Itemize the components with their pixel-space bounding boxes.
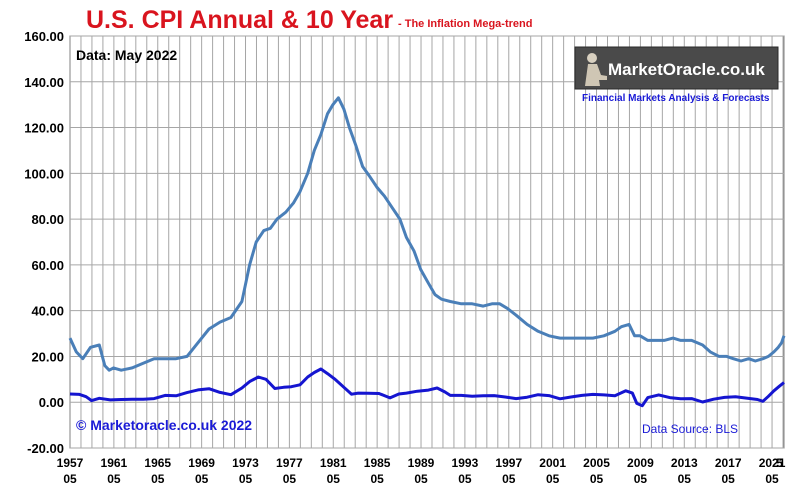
- x-axis-ticks: 1957 05 1961 05 1965 05 1969 05 1973 05 1977 05 1981…: [57, 456, 786, 486]
- x-tick-label-month: 05: [239, 472, 253, 486]
- x-tick-label-month: 05: [283, 472, 297, 486]
- y-tick-label: 60.00: [31, 258, 64, 273]
- y-tick-label: 40.00: [31, 304, 64, 319]
- x-tick-label-year: 1957: [57, 456, 84, 470]
- x-tick-label-month: 05: [327, 472, 341, 486]
- x-tick-label-year: 1969: [188, 456, 215, 470]
- y-tick-label: 140.00: [24, 75, 64, 90]
- x-tick-label-year: 1989: [408, 456, 435, 470]
- x-tick-label-month: 05: [634, 472, 648, 486]
- x-tick-label-month: 05: [765, 472, 779, 486]
- logo-tagline: Financial Markets Analysis & Forecasts: [582, 93, 770, 104]
- y-axis-ticks: 160.00 140.00 120.00 100.00 80.00 60.00 40.00 2…: [24, 29, 64, 456]
- plot-area: [69, 35, 785, 449]
- vertical-gridlines: [80, 36, 784, 448]
- y-tick-label: 160.00: [24, 29, 64, 44]
- x-tick-label-month: 05: [721, 472, 735, 486]
- copyright-notice: © Marketoracle.co.uk 2022: [76, 417, 252, 433]
- x-tick-label-month: 05: [546, 472, 560, 486]
- x-tick-label-year: 2009: [627, 456, 654, 470]
- x-tick-label-month: 05: [502, 472, 516, 486]
- x-tick-label-year: 1961: [101, 456, 128, 470]
- x-tick-label-year: 1997: [495, 456, 522, 470]
- x-tick-label-month: 05: [370, 472, 384, 486]
- x-tick-label-year: 1965: [144, 456, 171, 470]
- chart-subtitle: - The Inflation Mega-trend: [398, 18, 532, 30]
- x-tick-label-year: 1977: [276, 456, 303, 470]
- x-tick-label-year: 1993: [452, 456, 479, 470]
- x-tick-label-month: 05: [195, 472, 209, 486]
- y-tick-label: -20.00: [27, 441, 64, 456]
- series-line-ten-year: [68, 96, 786, 372]
- x-tick-label-month: 05: [63, 472, 77, 486]
- x-tick-label-year: 2017: [715, 456, 742, 470]
- logo-banner: [574, 46, 779, 90]
- data-date-note: Data: May 2022: [76, 47, 177, 63]
- x-tick-label-year: 5: [776, 456, 783, 470]
- logo-name: MarketOracle.co.uk: [608, 60, 765, 79]
- x-tick-label-month: 05: [107, 472, 121, 486]
- x-tick-label-year: 1973: [232, 456, 259, 470]
- x-tick-label-month: 05: [414, 472, 428, 486]
- logo-oracle-figure-icon: [585, 53, 607, 86]
- x-tick-label-year: 2021: [759, 456, 786, 470]
- x-tick-label-year: 2001: [539, 456, 566, 470]
- y-tick-label: 20.00: [31, 349, 64, 364]
- y-tick-label: 100.00: [24, 166, 64, 181]
- x-tick-label-month: 05: [678, 472, 692, 486]
- data-source-note: Data Source: BLS: [642, 422, 738, 436]
- x-tick-label-year: 2013: [671, 456, 698, 470]
- series-line-annual: [69, 367, 785, 408]
- x-tick-label-month: 05: [458, 472, 472, 486]
- x-tick-label-month: 05: [151, 472, 165, 486]
- x-tick-label-month: 05: [590, 472, 604, 486]
- y-tick-label: 80.00: [31, 212, 64, 227]
- y-tick-label: 0.00: [39, 395, 64, 410]
- x-tick-label-year: 2005: [583, 456, 610, 470]
- x-tick-label-year: 1981: [320, 456, 347, 470]
- x-tick-label-year: 1985: [364, 456, 391, 470]
- chart-title: U.S. CPI Annual & 10 Year: [86, 6, 393, 34]
- y-tick-label: 120.00: [24, 121, 64, 136]
- marketoracle-logo: MarketOracle.co.uk Financial Markets Ana…: [574, 46, 779, 104]
